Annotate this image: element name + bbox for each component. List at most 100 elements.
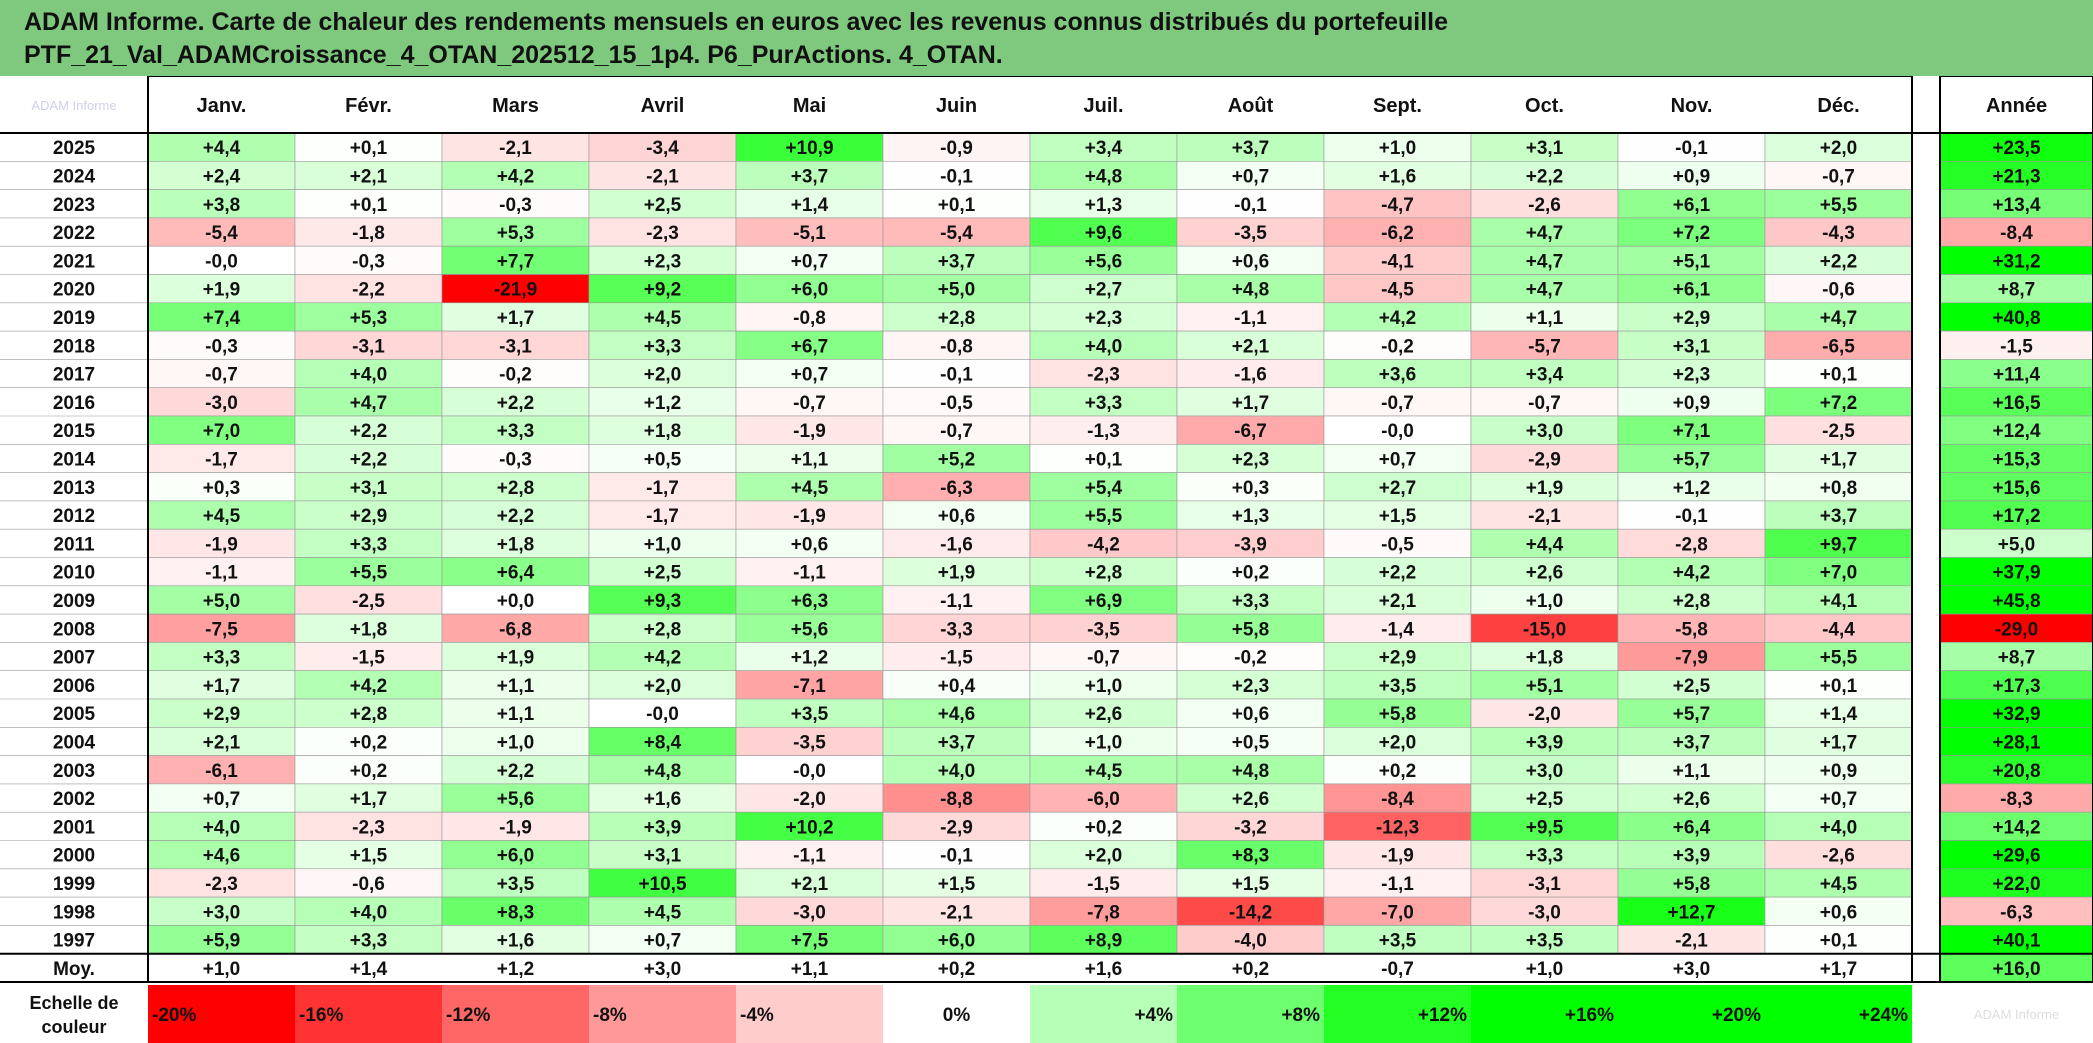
- heatmap-cell: [1470, 302, 1619, 332]
- heatmap-cell: [147, 783, 296, 813]
- annual-cell: [1939, 387, 2093, 417]
- cell-value: +3,5: [1379, 931, 1417, 952]
- cell-value: +4,2: [1673, 563, 1711, 584]
- cell-value: +2,3: [1232, 676, 1270, 697]
- heatmap-chart: ADAM Informe Janv. Févr. Mars Avril Mai Juin Ju…: [0, 76, 2093, 1043]
- year-label: 2006: [53, 676, 95, 697]
- cell-value: -0,7: [1381, 393, 1414, 414]
- heatmap-cell: [147, 925, 296, 955]
- cell-value: +5,9: [203, 931, 241, 952]
- heatmap-cell: [588, 755, 737, 785]
- heatmap-cell: [882, 613, 1031, 643]
- scale-swatch: [1765, 985, 1912, 1043]
- heatmap-cell: [1470, 585, 1619, 615]
- cell-value: -2,3: [205, 874, 238, 895]
- cell-value: +2,8: [350, 704, 388, 725]
- cell-value: +5,5: [350, 563, 388, 584]
- annual-cell: [1939, 359, 2093, 388]
- scale-swatch: [148, 985, 295, 1043]
- heatmap-cell: [1617, 726, 1766, 756]
- cell-value: +1,2: [791, 648, 829, 669]
- cell-value: +0,7: [1232, 166, 1270, 187]
- cell-value: +5,7: [1673, 704, 1711, 725]
- scale-step-label: +16%: [1565, 1005, 1614, 1026]
- heatmap-cell: [735, 245, 884, 275]
- heatmap-cell: [147, 387, 296, 417]
- cell-value: +9,5: [1526, 817, 1564, 838]
- cell-value: +4,5: [791, 478, 829, 499]
- heatmap-cell: [1176, 925, 1325, 955]
- heatmap-cell: [1029, 472, 1178, 502]
- annual-value: +17,3: [1992, 676, 2040, 697]
- cell-value: -3,5: [1234, 223, 1267, 244]
- scale-step-label: +20%: [1712, 1005, 1761, 1026]
- heatmap-cell: [1470, 132, 1619, 162]
- heatmap-cell: [1029, 330, 1178, 360]
- cell-value: +1,1: [791, 449, 829, 470]
- heatmap-cell: [1617, 387, 1766, 417]
- heatmap-cell: [588, 245, 737, 275]
- heatmap-cell: [588, 415, 737, 445]
- cell-value: +1,0: [1526, 591, 1564, 612]
- heatmap-cell: [441, 443, 590, 473]
- cell-value: -7,0: [1381, 902, 1414, 923]
- average-value: +1,0: [203, 959, 241, 980]
- annual-cell: [1939, 840, 2093, 870]
- heatmap-cell: [588, 670, 737, 700]
- heatmap-cell: [588, 359, 737, 388]
- heatmap-cell: [1176, 557, 1325, 587]
- cell-value: +1,7: [1820, 732, 1858, 753]
- legend-watermark: ADAM Informe: [1974, 1007, 2059, 1022]
- cell-value: +3,1: [1526, 138, 1564, 159]
- heatmap-cell: [147, 415, 296, 445]
- cell-value: +4,7: [1526, 223, 1564, 244]
- heatmap-cell: [1029, 500, 1178, 530]
- month-header: Nov.: [1671, 95, 1713, 117]
- cell-value: -0,1: [1234, 195, 1267, 216]
- cell-value: +1,9: [203, 280, 241, 301]
- cell-value: +1,7: [1232, 393, 1270, 414]
- cell-value: +0,2: [1232, 563, 1270, 584]
- cell-value: -1,1: [1234, 308, 1267, 329]
- cell-value: +3,7: [1820, 506, 1858, 527]
- heatmap-cell: [1029, 698, 1178, 728]
- cell-value: +3,0: [1526, 761, 1564, 782]
- heatmap-cell: [441, 528, 590, 558]
- cell-value: -4,5: [1381, 280, 1414, 301]
- heatmap-cell: [735, 132, 884, 162]
- cell-value: +1,7: [1820, 449, 1858, 470]
- year-label: 2019: [53, 308, 95, 329]
- cell-value: -0,7: [1528, 393, 1561, 414]
- cell-value: -6,7: [1234, 421, 1267, 442]
- heatmap-cell: [1470, 443, 1619, 473]
- cell-value: -1,5: [940, 648, 973, 669]
- heatmap-cell: [882, 161, 1031, 190]
- cell-value: -2,6: [1822, 846, 1855, 867]
- heatmap-cell: [588, 443, 737, 473]
- annual-value: -6,3: [2000, 902, 2033, 923]
- year-label: 2013: [53, 478, 95, 499]
- heatmap-cell: [1764, 443, 1913, 473]
- heatmap-cell: [294, 613, 443, 643]
- cell-value: -0,0: [1381, 421, 1414, 442]
- cell-value: -1,9: [499, 817, 532, 838]
- cell-value: -5,7: [1528, 336, 1561, 357]
- cell-value: +4,5: [1820, 874, 1858, 895]
- year-label: 2010: [53, 563, 95, 584]
- heatmap-cell: [1323, 443, 1472, 473]
- cell-value: +0,6: [938, 506, 976, 527]
- cell-value: +7,7: [497, 251, 535, 272]
- average-value: +1,2: [497, 959, 535, 980]
- cell-value: -4,4: [1822, 619, 1855, 640]
- heatmap-cell: [1617, 500, 1766, 530]
- heatmap-cell: [1764, 217, 1913, 247]
- heatmap-cell: [1764, 472, 1913, 502]
- cell-value: +0,1: [1820, 931, 1858, 952]
- heatmap-cell: [1176, 132, 1325, 162]
- cell-value: -6,3: [940, 478, 973, 499]
- cell-value: -4,7: [1381, 195, 1414, 216]
- heatmap-cell: [1470, 472, 1619, 502]
- heatmap-cell: [294, 840, 443, 870]
- cell-value: -4,1: [1381, 251, 1414, 272]
- cell-value: -2,1: [940, 902, 973, 923]
